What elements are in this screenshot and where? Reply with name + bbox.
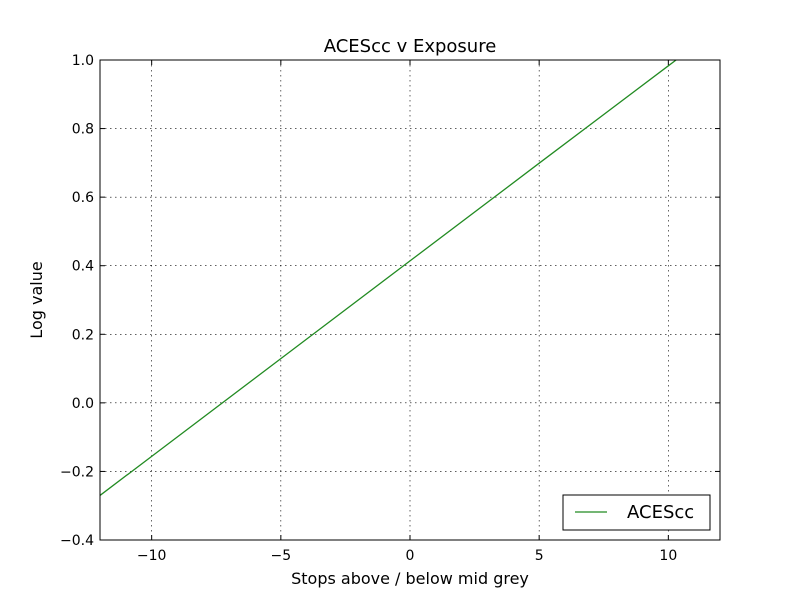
y-axis-title: Log value xyxy=(27,261,46,338)
legend-label-acescc: ACEScc xyxy=(627,502,694,523)
x-tick-label: 10 xyxy=(659,548,677,564)
chart-title: ACEScc v Exposure xyxy=(324,36,497,57)
y-tick-label: 1.0 xyxy=(72,53,94,69)
x-tick-label: −10 xyxy=(137,548,167,564)
y-tick-label: −0.2 xyxy=(60,464,94,480)
x-tick-label: −5 xyxy=(271,548,292,564)
y-tick-label: 0.8 xyxy=(72,122,94,138)
y-tick-label: −0.4 xyxy=(60,533,94,549)
y-tick-label: 0.4 xyxy=(72,259,94,275)
series-line-acescc xyxy=(99,59,677,496)
series-layer xyxy=(99,59,677,496)
x-tick-label: 0 xyxy=(406,548,415,564)
ticks xyxy=(100,59,720,541)
grid xyxy=(100,59,720,541)
y-tick-label: 0.2 xyxy=(72,327,94,343)
y-tick-label: 0.0 xyxy=(72,396,94,412)
y-tick-label: 0.6 xyxy=(72,190,94,206)
x-tick-label: 5 xyxy=(535,548,544,564)
legend: ACEScc xyxy=(562,494,711,531)
tick-labels: −10 −5 0 5 10 −0.4 −0.2 0.0 0.2 0.4 0.6 0.8 1.0 xyxy=(60,53,677,564)
x-axis-title: Stops above / below mid grey xyxy=(291,569,529,588)
